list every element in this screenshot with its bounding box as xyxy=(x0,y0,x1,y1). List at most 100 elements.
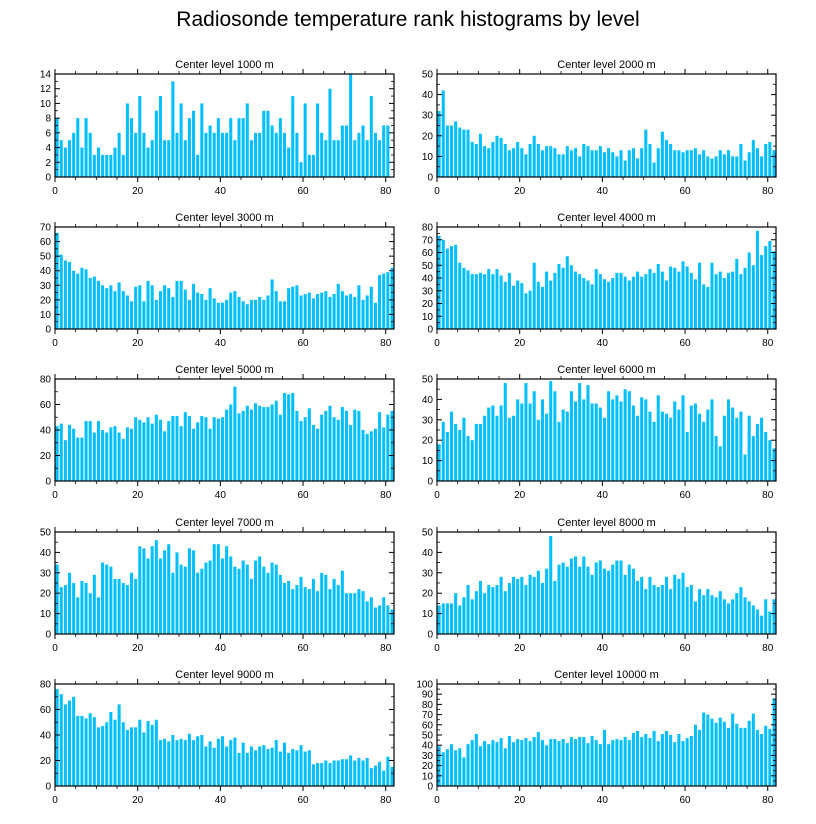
histogram-bar xyxy=(150,140,154,177)
histogram-bar xyxy=(491,740,495,786)
histogram-bar xyxy=(470,440,474,481)
histogram-bar xyxy=(204,132,208,177)
histogram-bar xyxy=(689,736,693,786)
histogram-bar xyxy=(369,96,373,177)
histogram-bar xyxy=(586,743,590,786)
histogram-bar xyxy=(483,593,487,634)
histogram-bar xyxy=(731,599,735,634)
histogram-bar xyxy=(602,729,606,786)
histogram-bar xyxy=(303,294,307,329)
histogram-bar xyxy=(507,272,511,329)
histogram-bar xyxy=(569,737,573,786)
histogram-bar xyxy=(254,299,258,329)
histogram-bar xyxy=(105,564,109,634)
histogram-bar xyxy=(316,103,320,177)
histogram-bar xyxy=(262,745,266,786)
histogram-bar xyxy=(63,147,67,177)
histogram-bar xyxy=(357,132,361,177)
y-tick-label: 30 xyxy=(40,281,52,292)
histogram-bar xyxy=(187,733,191,786)
histogram-bar xyxy=(336,283,340,329)
histogram-bar xyxy=(183,140,187,177)
histogram-bar xyxy=(565,743,569,786)
y-tick-label: 50 xyxy=(422,528,434,539)
histogram-bar xyxy=(640,737,644,786)
y-tick-label: 20 xyxy=(422,761,434,772)
histogram-bar xyxy=(685,432,689,481)
histogram-bar xyxy=(291,589,295,634)
histogram-bar xyxy=(768,728,772,786)
histogram-bar xyxy=(324,410,328,481)
histogram-bar xyxy=(92,717,96,786)
histogram-bar xyxy=(373,132,377,177)
y-tick-label: 0 xyxy=(427,630,433,641)
histogram-bar xyxy=(755,148,759,177)
histogram-bar xyxy=(499,738,503,786)
histogram-bar xyxy=(578,566,582,634)
histogram-bar xyxy=(615,560,619,634)
histogram-bar xyxy=(516,739,520,786)
histogram-bar xyxy=(340,570,344,634)
histogram-bar xyxy=(142,132,146,177)
y-tick-label: 100 xyxy=(416,680,433,691)
y-tick-label: 30 xyxy=(422,286,434,297)
x-tick-label: 40 xyxy=(215,186,227,197)
x-tick-label: 80 xyxy=(762,795,774,806)
histogram-bar xyxy=(225,546,229,634)
histogram-bar xyxy=(336,419,340,481)
histogram-bar xyxy=(105,722,109,786)
histogram-bar xyxy=(731,407,735,481)
histogram-bar xyxy=(254,403,258,481)
histogram-bar xyxy=(134,286,138,329)
histogram-bar xyxy=(101,726,105,786)
histogram-bar xyxy=(336,585,340,634)
histogram-bar xyxy=(109,285,113,329)
histogram-bar xyxy=(751,605,755,634)
histogram-bar xyxy=(714,722,718,786)
histogram-bar xyxy=(92,276,96,329)
histogram-bar xyxy=(357,285,361,329)
y-tick-label: 10 xyxy=(40,609,52,620)
histogram-bar xyxy=(565,146,569,177)
histogram-bar xyxy=(755,230,759,329)
histogram-bar xyxy=(369,597,373,634)
histogram-bar xyxy=(718,446,722,481)
histogram-bar xyxy=(316,591,320,634)
histogram-bar xyxy=(361,299,365,329)
histogram-bar xyxy=(249,409,253,481)
y-tick-label: 20 xyxy=(422,436,434,447)
histogram-bar xyxy=(390,267,394,329)
histogram-bar xyxy=(311,154,315,177)
histogram-bar xyxy=(196,154,200,177)
y-tick-label: 10 xyxy=(422,312,434,323)
histogram-bar xyxy=(466,129,470,177)
histogram-bar xyxy=(55,689,59,786)
histogram-bar xyxy=(121,722,125,786)
histogram-bar xyxy=(332,140,336,177)
histogram-bar xyxy=(134,132,138,177)
histogram-bar xyxy=(594,403,598,481)
histogram-bar xyxy=(607,148,611,177)
histogram-bar xyxy=(76,597,80,634)
histogram-bar xyxy=(59,587,63,634)
x-tick-label: 40 xyxy=(215,795,227,806)
histogram-bar xyxy=(602,279,606,329)
histogram-bar xyxy=(760,255,764,329)
x-tick-label: 60 xyxy=(297,186,309,197)
histogram-bar xyxy=(545,413,549,481)
y-tick-label: 50 xyxy=(422,70,434,81)
histogram-bar xyxy=(681,741,685,786)
histogram-bar xyxy=(150,546,154,634)
histogram-bar xyxy=(192,110,196,177)
histogram-bar xyxy=(117,432,121,481)
histogram-bar xyxy=(462,129,466,177)
histogram-bar xyxy=(487,744,491,786)
histogram-bar xyxy=(524,585,528,634)
histogram-bar xyxy=(768,611,772,634)
histogram-bar xyxy=(163,550,167,634)
histogram-bar xyxy=(561,409,565,481)
x-tick-label: 20 xyxy=(132,490,144,501)
histogram-bar xyxy=(545,146,549,177)
histogram-bar xyxy=(474,423,478,481)
histogram-bar xyxy=(295,585,299,634)
